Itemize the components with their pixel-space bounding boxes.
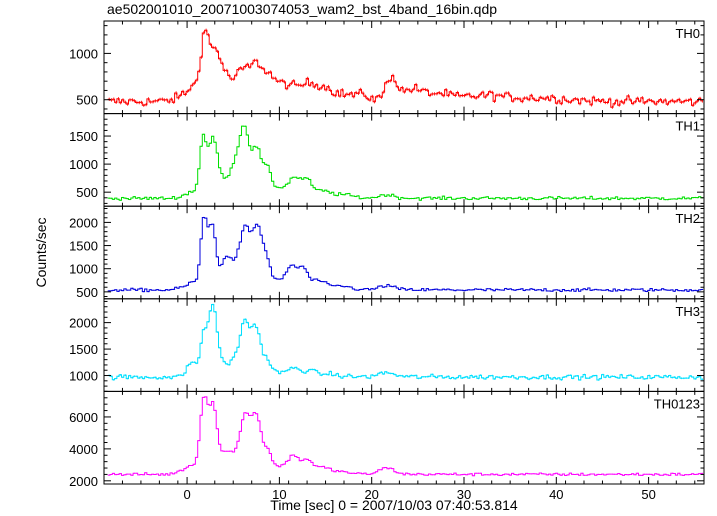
panel-frame	[103, 113, 705, 207]
error-bars	[108, 125, 703, 201]
curve-line	[107, 29, 704, 108]
panel-th3: 1000 1500 2000 TH3	[69, 298, 705, 392]
series-th3	[107, 303, 704, 381]
y-tick-label: 2000	[69, 215, 98, 230]
x-tick-label: 40	[549, 487, 563, 502]
panel-frame	[103, 205, 705, 300]
curve-line	[107, 396, 704, 477]
panel-label: TH3	[675, 304, 700, 319]
y-tick-label: 2000	[69, 474, 98, 489]
error-bars	[108, 216, 703, 293]
curve-line	[107, 125, 704, 201]
y-tick-label: 1000	[69, 157, 98, 172]
y-tick-label: 4000	[69, 442, 98, 457]
panel-th2: 500 1000 1500 2000 TH2	[69, 205, 705, 300]
error-bars	[108, 28, 703, 109]
y-tick-label: 1500	[69, 342, 98, 357]
series-th1	[107, 125, 704, 201]
y-tick-label: 1000	[69, 46, 98, 61]
x-axis-label: Time [sec] 0 = 2007/10/03 07:40:53.814	[270, 497, 518, 513]
curve-line	[107, 217, 704, 293]
error-bars	[108, 303, 703, 381]
y-tick-label: 1500	[69, 129, 98, 144]
y-tick-label: 500	[76, 185, 98, 200]
y-tick-label: 1000	[69, 369, 98, 384]
panel-frame	[103, 390, 705, 485]
panel-label: TH0	[675, 26, 700, 41]
error-bars	[108, 396, 703, 477]
panel-th1: 500 1000 1500 TH1	[69, 113, 705, 207]
curve-line	[107, 304, 704, 381]
series-th0123	[107, 396, 704, 477]
x-tick-label: 10	[272, 487, 286, 502]
panel-th0: 500 1000 TH0	[69, 20, 705, 115]
y-tick-label: 500	[76, 93, 98, 108]
panel-label: TH2	[675, 211, 700, 226]
chart-title: ae502001010_20071003074053_wam2_bst_4ban…	[107, 1, 497, 17]
y-tick-label: 2000	[69, 316, 98, 331]
x-tick-label: 30	[457, 487, 471, 502]
y-tick-label: 1000	[69, 262, 98, 277]
series-th0	[107, 28, 704, 109]
panel-frame	[103, 298, 705, 392]
panel-frame	[103, 20, 705, 115]
x-tick-label: 0	[183, 487, 190, 502]
y-tick-label: 6000	[69, 410, 98, 425]
panel-label: TH0123	[654, 396, 700, 411]
panel-th0123: 2000 4000 6000 TH0123	[69, 390, 705, 489]
y-axis-label: Counts/sec	[33, 217, 49, 287]
y-tick-label: 500	[76, 285, 98, 300]
y-tick-label: 1500	[69, 239, 98, 254]
series-th2	[107, 216, 704, 293]
x-tick-label: 20	[364, 487, 378, 502]
x-tick-label: 50	[641, 487, 655, 502]
panel-label: TH1	[675, 119, 700, 134]
